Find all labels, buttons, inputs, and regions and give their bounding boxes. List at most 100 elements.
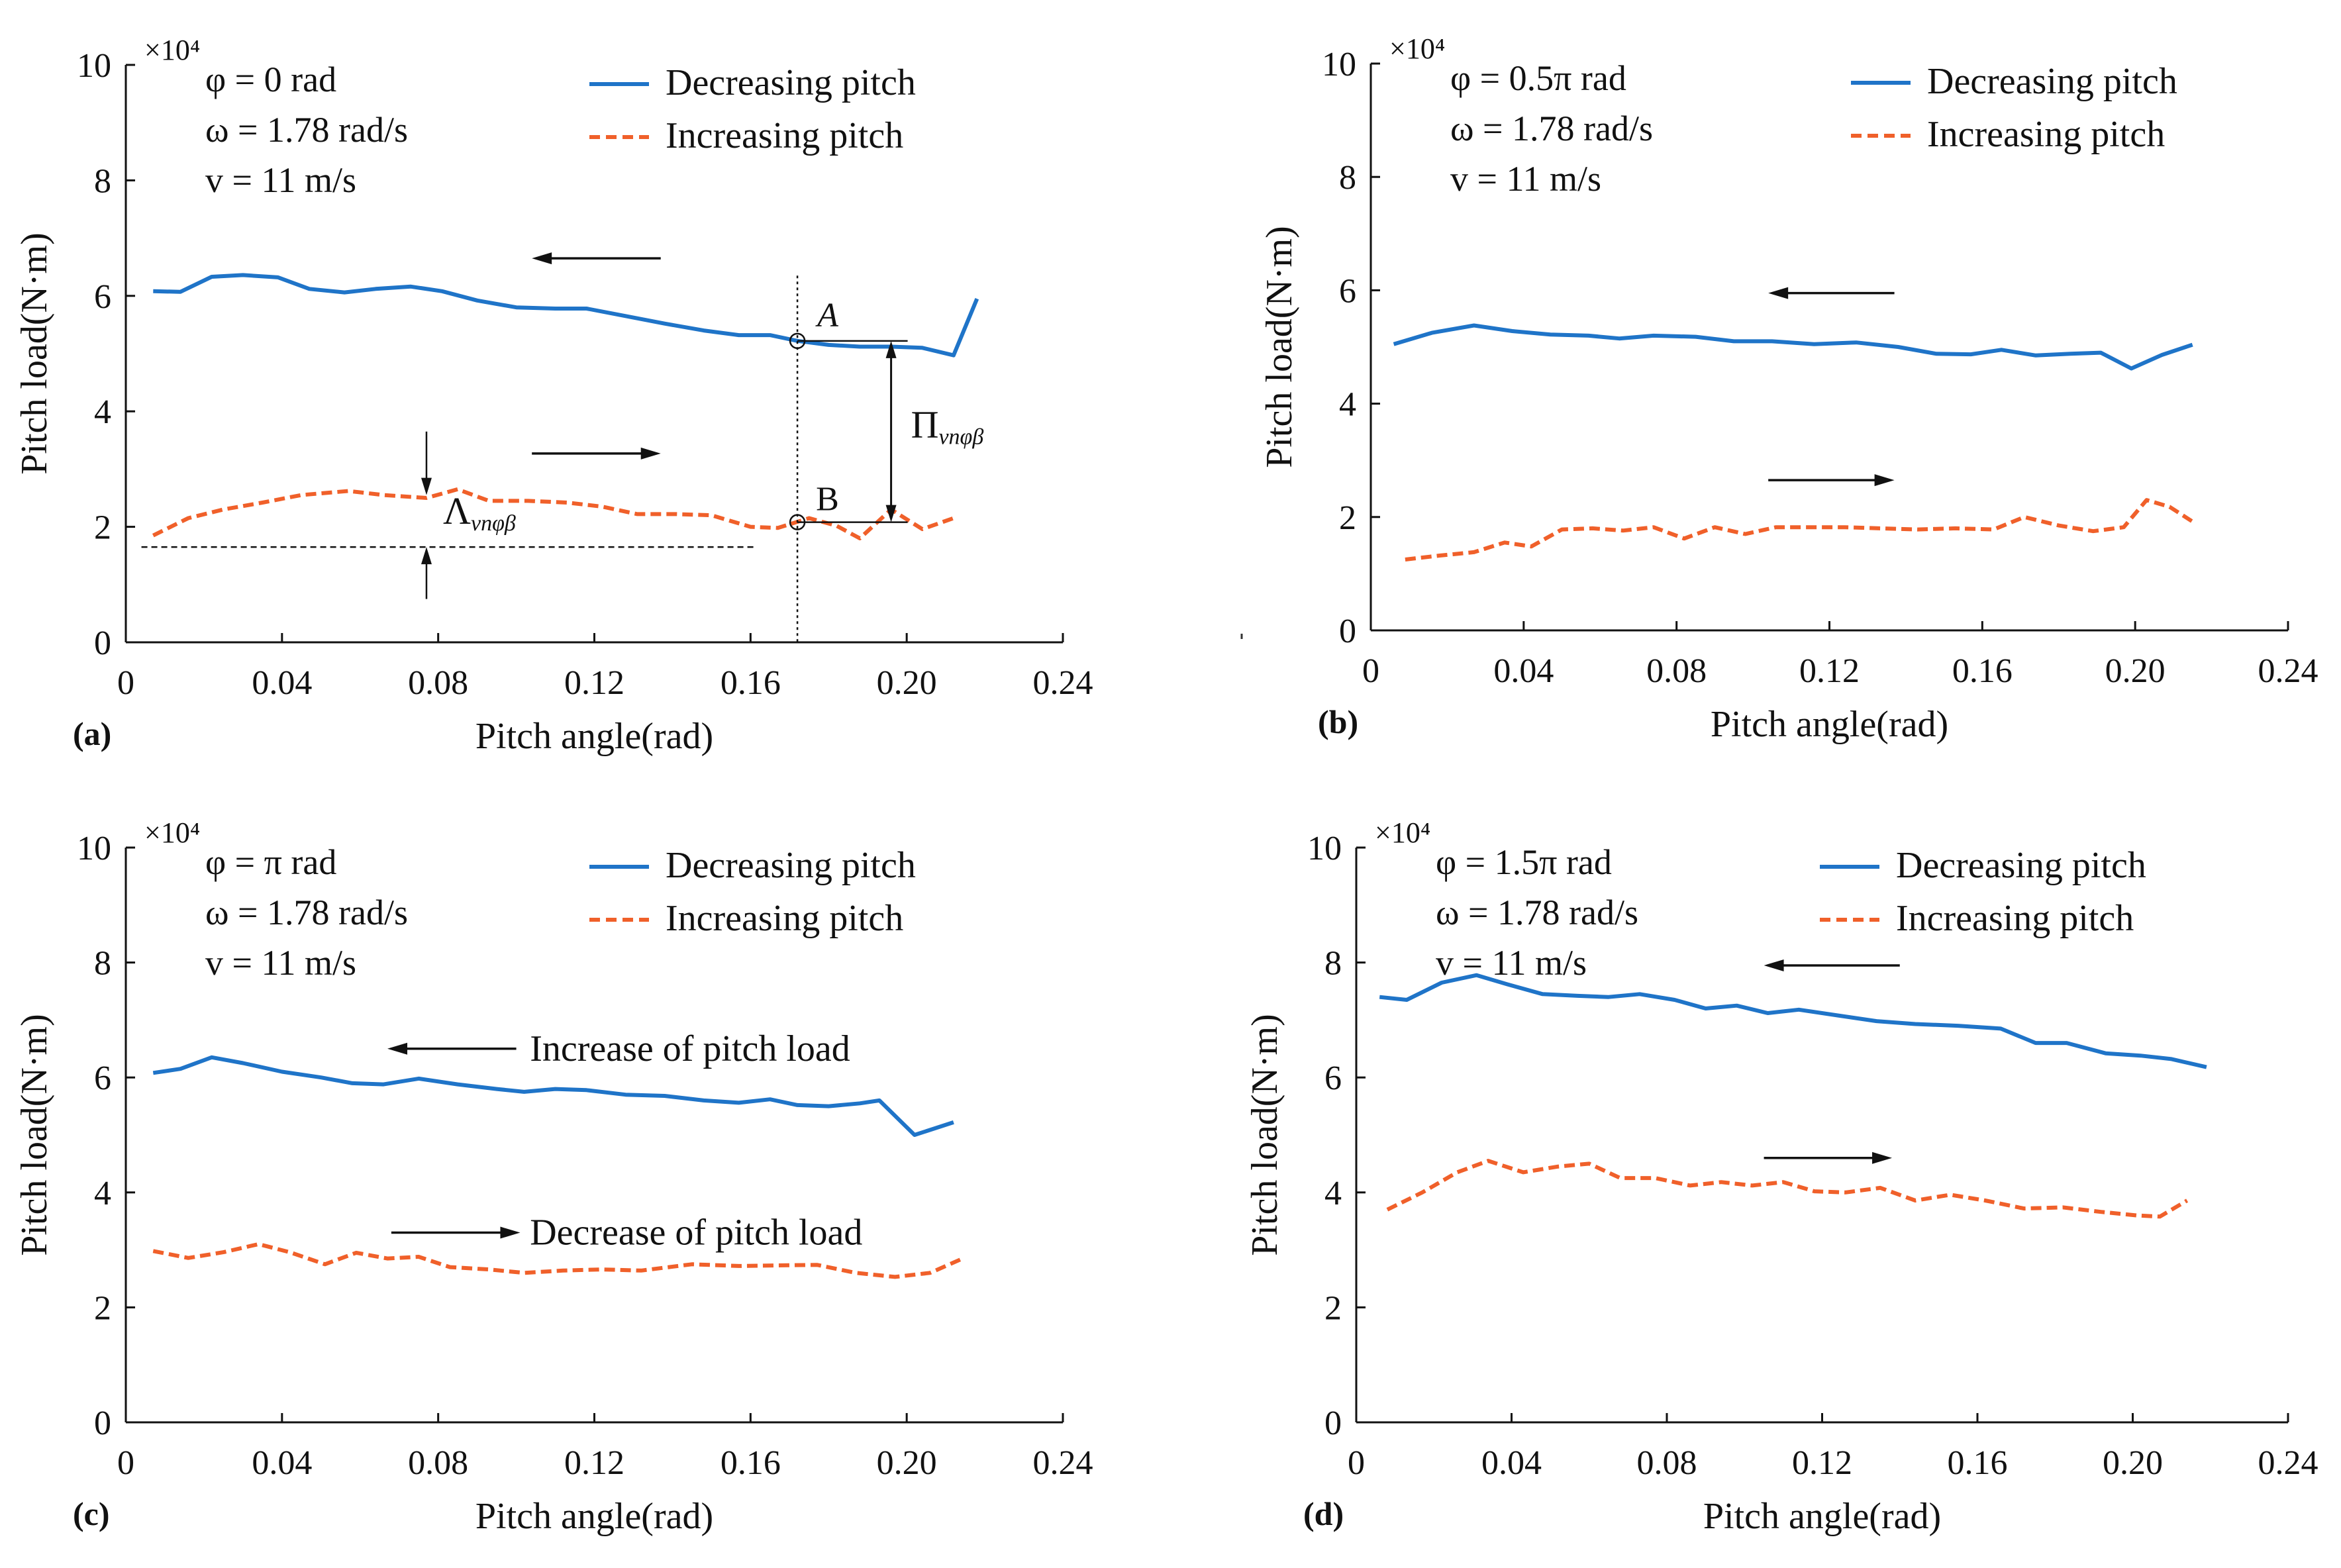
x-tick-label: 0.04 [252, 1444, 312, 1482]
y-tick-label: 8 [94, 162, 111, 200]
pi-arrow-head-bottom [885, 505, 897, 522]
x-tick-label: 0 [1362, 652, 1379, 690]
lambda-symbol: Λ [443, 489, 471, 532]
x-tick-label: 0.16 [1952, 652, 2013, 690]
y-tick-label: 10 [77, 830, 111, 867]
parameter-text: φ = 1.5π rad [1436, 842, 1612, 882]
arrow-increasing-head [640, 447, 661, 460]
arrow-increasing-head [1872, 1152, 1893, 1164]
arrow-decreasing-head [1764, 959, 1784, 971]
x-tick-label: 0.12 [1799, 652, 1860, 690]
lambda-subscript: vnφβ [471, 511, 516, 536]
pi-subscript: vnφβ [938, 424, 983, 449]
x-axis-label: Pitch angle(rad) [1703, 1496, 1941, 1537]
y-tick-label: 8 [1324, 945, 1342, 983]
y-tick-label: 6 [94, 1059, 111, 1097]
y-tick-label: 4 [94, 1175, 111, 1212]
annotation-increase-text: Increase of pitch load [530, 1028, 850, 1069]
x-tick-label: 0.08 [408, 664, 468, 702]
arrow-decreasing-head [1768, 287, 1789, 299]
y-tick-label: 10 [1307, 830, 1342, 867]
parameter-text: v = 11 m/s [1436, 943, 1587, 983]
legend-label-decreasing: Decreasing pitch [666, 845, 916, 886]
y-tick-label: 8 [1339, 159, 1356, 197]
arrow-increasing-head [1874, 474, 1895, 487]
x-tick-label: 0.24 [2258, 1444, 2318, 1482]
x-tick-label: 0.04 [1481, 1444, 1542, 1482]
series-increasing-pitch-line [1386, 1159, 2189, 1219]
pi-arrow-head-top [885, 340, 897, 358]
axis-multiplier: ×10⁴ [1375, 816, 1430, 849]
lambda-arrow-top-head [421, 477, 432, 495]
x-tick-label: 0.24 [1033, 1444, 1093, 1482]
parameter-text: ω = 1.78 rad/s [1436, 893, 1638, 932]
x-tick-label: 0.16 [1948, 1444, 2008, 1482]
x-axis-label: Pitch angle(rad) [475, 716, 713, 757]
panel-d: 0 0.04 0.08 0.12 0.16 0.20 0.24 0 2 4 6 8 10 ×10⁴ Pitc… [1244, 816, 2318, 1537]
x-axis-label: Pitch angle(rad) [1711, 704, 1948, 745]
y-tick-label: 2 [1324, 1289, 1342, 1327]
x-axis-label: Pitch angle(rad) [475, 1496, 713, 1537]
y-tick-label: 6 [1339, 272, 1356, 310]
panels: 0 0.04 0.08 0.12 0.16 0.20 0.24 0 2 4 6 8 10 ×10⁴ Pitc… [14, 32, 2318, 1537]
parameter-text: ω = 1.78 rad/s [1450, 109, 1653, 148]
y-axis-label: Pitch load(N·m) [14, 232, 55, 474]
pi-symbol: Π [911, 403, 939, 446]
x-tick-label: 0.20 [2105, 652, 2166, 690]
parameter-text: φ = 0.5π rad [1450, 58, 1626, 98]
axis-multiplier: ×10⁴ [144, 34, 200, 66]
parameter-text: v = 11 m/s [1450, 159, 1601, 199]
panel-label: (d) [1303, 1495, 1344, 1532]
x-tick-label: 0.08 [1646, 652, 1707, 690]
x-tick-label: 0.08 [408, 1444, 468, 1482]
legend-label-increasing: Increasing pitch [666, 898, 903, 939]
y-tick-label: 0 [94, 624, 111, 662]
arrow-increase-load-head [387, 1042, 408, 1055]
y-tick-label: 4 [94, 393, 111, 431]
point-a-label: A [815, 297, 838, 334]
y-axis-label: Pitch load(N·m) [14, 1014, 55, 1255]
series-decreasing-pitch-line [152, 1055, 954, 1137]
legend-label-increasing: Increasing pitch [1896, 898, 2134, 939]
pi-label: Πvnφβ [911, 403, 984, 449]
series-decreasing-pitch-line [1393, 323, 2193, 371]
y-tick-label: 2 [94, 509, 111, 547]
legend-label-increasing: Increasing pitch [1927, 114, 2165, 155]
x-tick-label: 0 [1348, 1444, 1365, 1482]
x-tick-label: 0.12 [564, 664, 624, 702]
axis-multiplier: ×10⁴ [144, 816, 200, 849]
y-tick-label: 0 [94, 1404, 111, 1442]
y-tick-label: 0 [1324, 1404, 1342, 1442]
x-tick-label: 0.08 [1637, 1444, 1697, 1482]
y-tick-label: 6 [94, 278, 111, 316]
x-tick-label: 0.20 [877, 664, 937, 702]
y-tick-label: 4 [1324, 1175, 1342, 1212]
panel-c: 0 0.04 0.08 0.12 0.16 0.20 0.24 0 2 4 6 8 10 ×10⁴ Pitc… [14, 816, 1093, 1537]
parameter-text: v = 11 m/s [205, 160, 356, 200]
panel-b: 0 0.04 0.08 0.12 0.16 0.20 0.24 0 2 4 6 8 10 ×10⁴ Pitc… [1259, 32, 2318, 745]
series-decreasing-pitch-line [153, 273, 979, 358]
parameter-text: φ = 0 rad [205, 60, 336, 99]
parameter-text: ω = 1.78 rad/s [205, 110, 408, 150]
x-tick-label: 0 [117, 1444, 134, 1482]
panel-label: (c) [73, 1495, 110, 1532]
x-tick-label: 0.12 [564, 1444, 624, 1482]
series-increasing-pitch-line [1405, 498, 2194, 562]
series-increasing-pitch-line [152, 487, 954, 540]
legend-label-decreasing: Decreasing pitch [666, 62, 916, 103]
x-tick-label: 0.24 [1033, 664, 1093, 702]
y-axis-label: Pitch load(N·m) [1259, 226, 1300, 467]
x-tick-label: 0.12 [1792, 1444, 1852, 1482]
y-tick-label: 0 [1339, 612, 1356, 650]
panel-a: 0 0.04 0.08 0.12 0.16 0.20 0.24 0 2 4 6 8 10 ×10⁴ Pitc… [14, 34, 1093, 757]
x-tick-label: 0.16 [721, 1444, 781, 1482]
arrow-decreasing-head [532, 252, 552, 265]
parameter-text: ω = 1.78 rad/s [205, 893, 408, 932]
arrow-decrease-load-head [500, 1226, 521, 1239]
y-axis-label: Pitch load(N·m) [1244, 1014, 1285, 1255]
legend-label-decreasing: Decreasing pitch [1896, 845, 2146, 886]
parameter-text: φ = π rad [205, 842, 336, 882]
y-tick-label: 4 [1339, 386, 1356, 424]
lambda-arrow-bottom-head [421, 547, 432, 565]
